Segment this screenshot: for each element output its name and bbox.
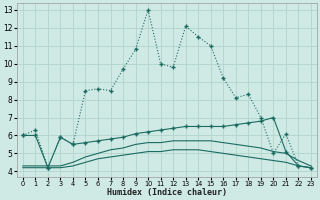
X-axis label: Humidex (Indice chaleur): Humidex (Indice chaleur): [107, 188, 227, 197]
